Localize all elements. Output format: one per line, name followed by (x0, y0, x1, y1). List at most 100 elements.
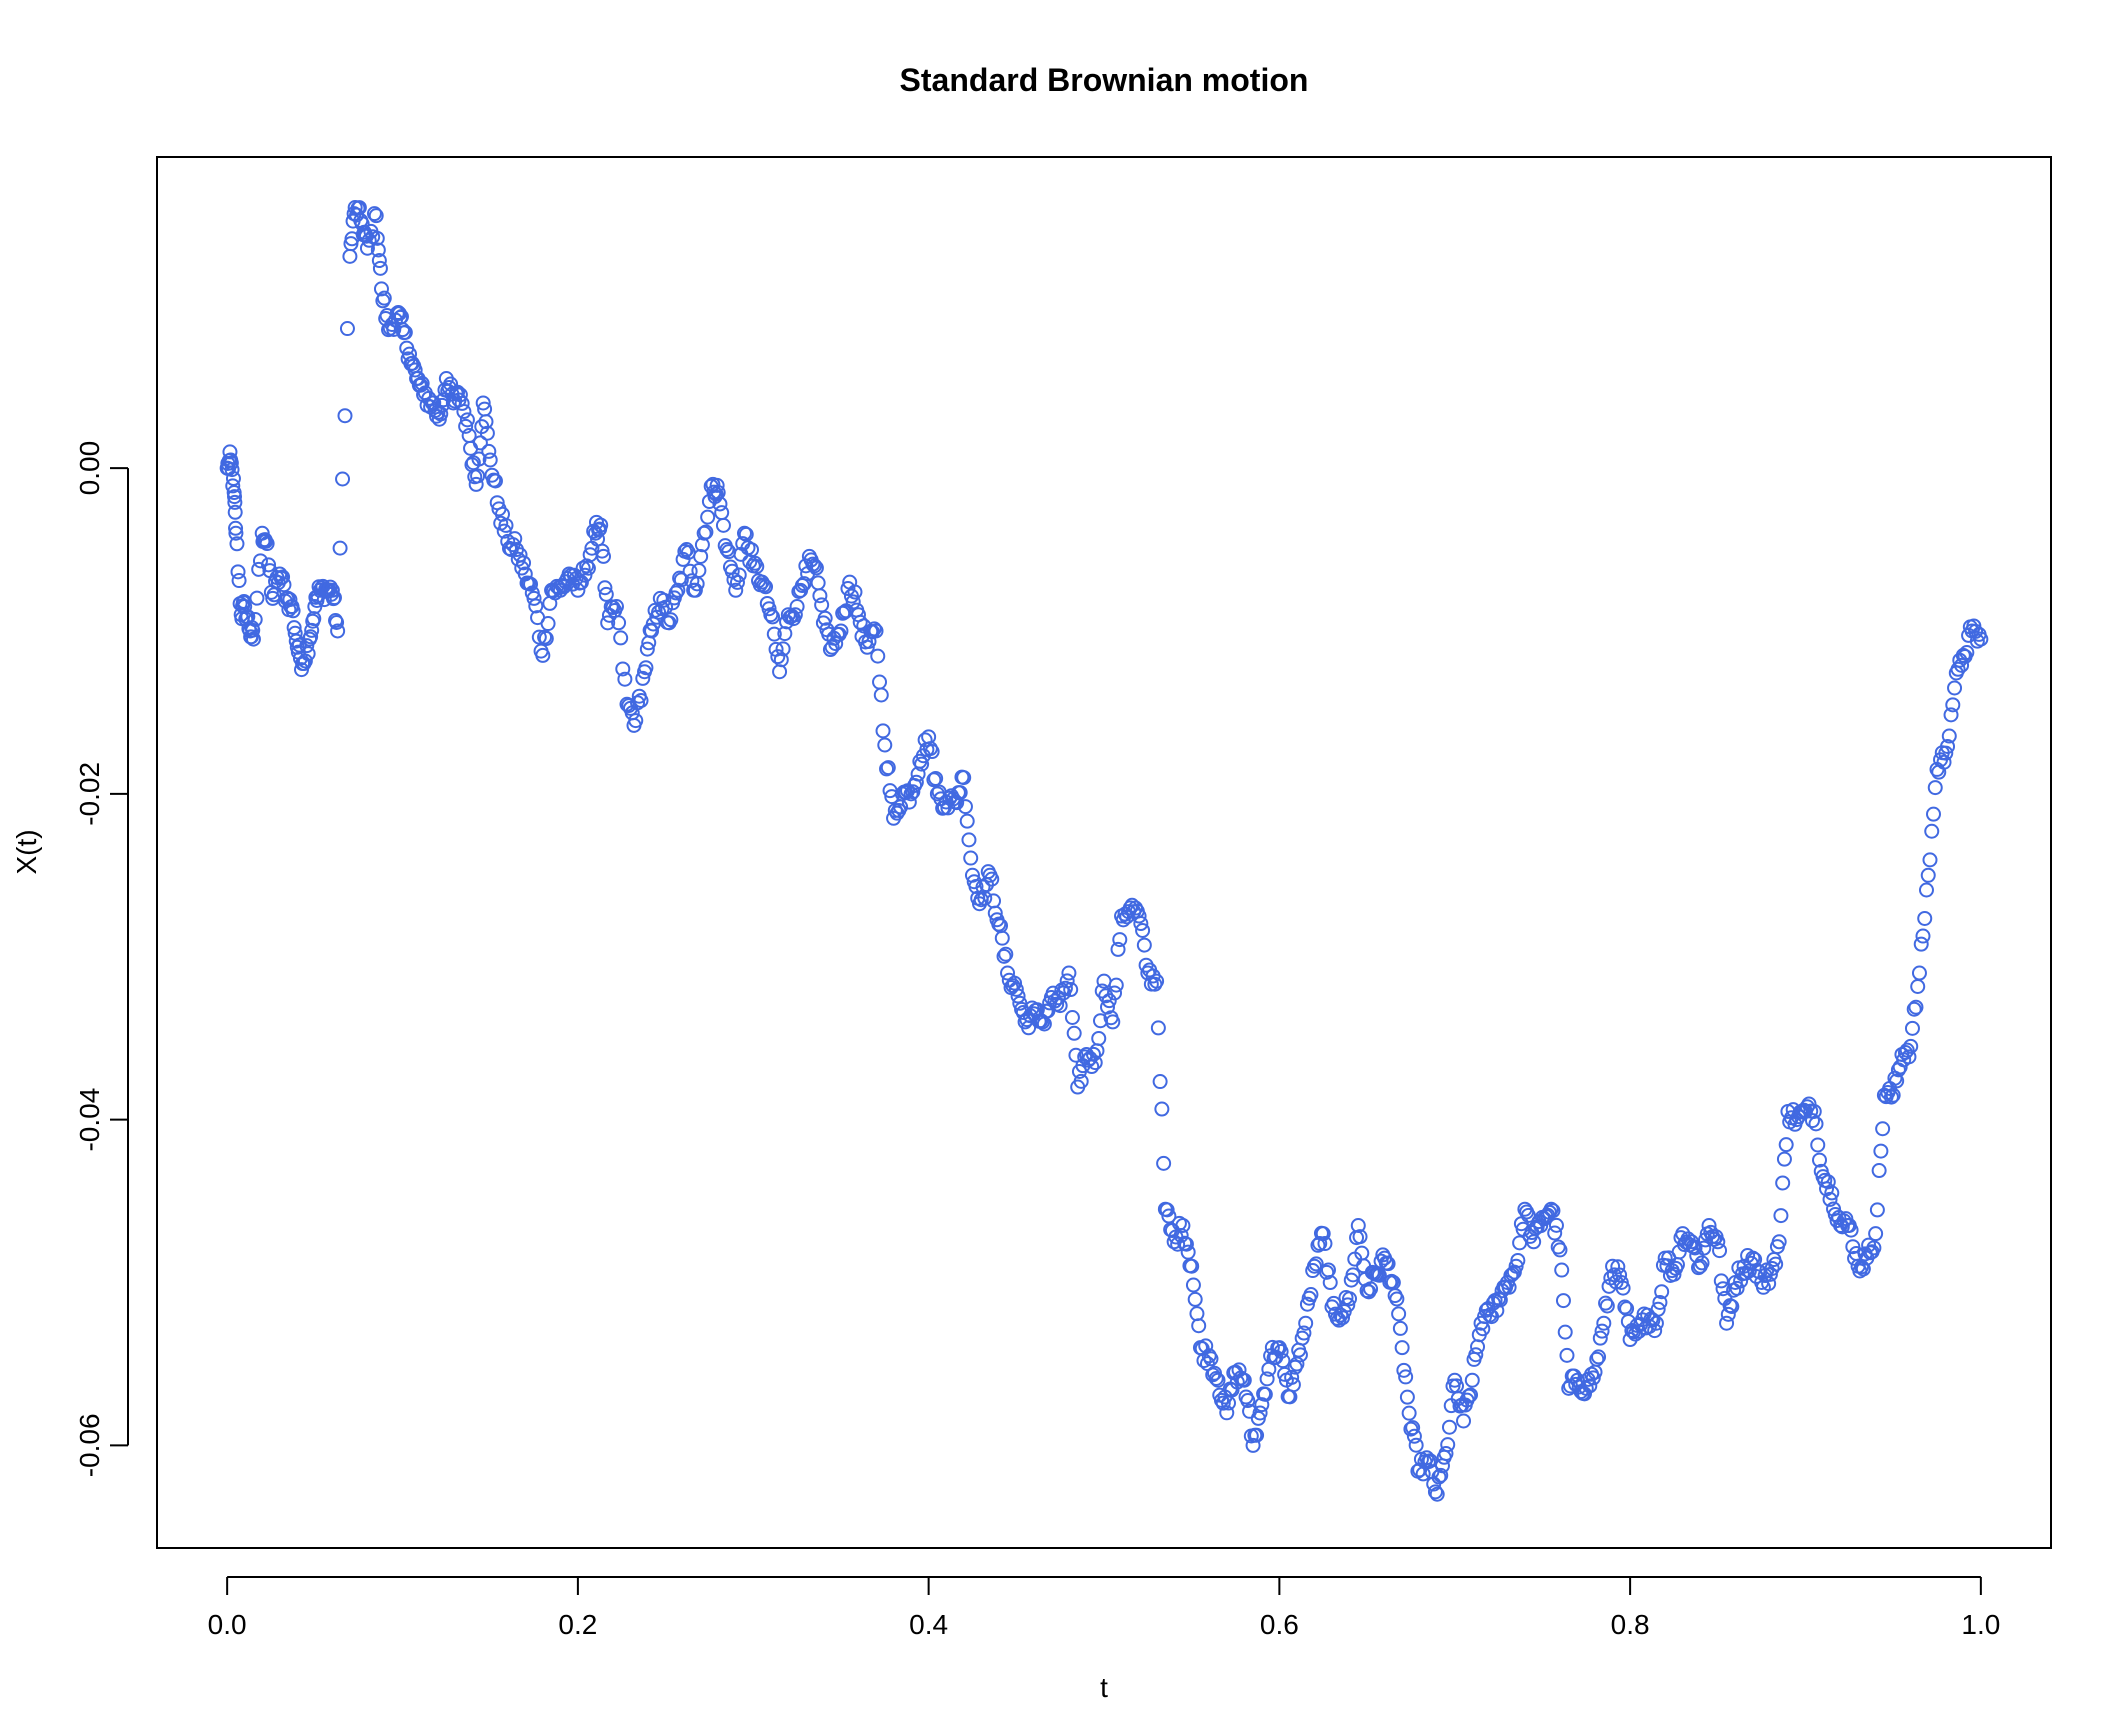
data-point (1066, 1025, 1082, 1041)
data-point (1292, 1347, 1308, 1363)
data-point (1947, 680, 1963, 696)
data-point (1617, 1299, 1633, 1315)
data-point (621, 698, 637, 714)
data-point (531, 629, 547, 645)
data-point (1901, 1049, 1917, 1065)
data-point (337, 408, 353, 424)
data-point (528, 598, 544, 614)
data-point (1210, 1372, 1226, 1388)
data-point (368, 208, 384, 224)
data-point (479, 425, 495, 441)
data-point (1315, 1226, 1331, 1242)
data-point (787, 607, 803, 623)
data-point (478, 414, 494, 430)
data-point (303, 629, 319, 645)
data-point (1926, 806, 1942, 822)
data-point (1312, 1235, 1328, 1251)
data-point (1135, 922, 1151, 938)
data-point (1208, 1371, 1224, 1387)
data-point (339, 321, 355, 337)
data-point (1405, 1420, 1421, 1436)
data-point (1296, 1325, 1312, 1341)
data-point (1100, 999, 1116, 1015)
data-point (273, 570, 289, 586)
data-point (1456, 1413, 1472, 1429)
data-point (611, 615, 627, 631)
y-tick-label: -0.04 (74, 1088, 105, 1152)
data-point (984, 871, 1000, 887)
data-point (1350, 1217, 1366, 1233)
data-point (1910, 978, 1926, 994)
data-point (498, 517, 514, 533)
data-point (1675, 1226, 1691, 1242)
data-point (1873, 1143, 1889, 1159)
data-point (475, 395, 491, 411)
data-point (1612, 1267, 1628, 1283)
x-axis-label: t (1100, 1672, 1108, 1703)
data-point (1189, 1306, 1205, 1322)
data-point (777, 626, 793, 642)
data-point (1899, 1042, 1915, 1058)
data-point (957, 799, 973, 815)
data-point (749, 558, 765, 574)
data-point (1438, 1446, 1454, 1462)
data-point (1213, 1392, 1229, 1408)
data-point (731, 567, 747, 583)
data-point (1298, 1315, 1314, 1331)
data-point (673, 572, 689, 588)
data-point (1159, 1202, 1175, 1218)
data-point (332, 540, 348, 556)
data-point (761, 601, 777, 617)
data-point (872, 674, 888, 690)
data-point (245, 631, 261, 647)
data-point (879, 761, 895, 777)
data-point (875, 723, 891, 739)
data-point (1252, 1405, 1268, 1421)
data-point (763, 607, 779, 623)
data-point (1236, 1372, 1252, 1388)
data-point (276, 577, 292, 593)
data-point (1720, 1306, 1736, 1322)
data-point (227, 489, 243, 505)
data-point (595, 548, 611, 564)
data-point (949, 795, 965, 811)
data-point (1592, 1330, 1608, 1346)
data-point (1299, 1296, 1315, 1312)
data-point (397, 324, 413, 340)
data-point (1059, 973, 1075, 989)
data-point (1715, 1281, 1731, 1297)
data-point (1149, 973, 1165, 989)
data-point (998, 946, 1014, 962)
y-axis: 0.00 -0.02 -0.04 -0.06 (74, 441, 129, 1477)
data-point (1775, 1175, 1791, 1191)
data-point (1131, 908, 1147, 924)
data-point (824, 639, 840, 655)
data-point (1650, 1301, 1666, 1317)
x-tick-label: 0.2 (558, 1609, 597, 1640)
data-point (807, 558, 823, 574)
data-point (452, 387, 468, 403)
data-point (1559, 1347, 1575, 1363)
data-point (1924, 823, 1940, 839)
data-point (329, 614, 345, 630)
data-point (1927, 780, 1943, 796)
data-point (789, 599, 805, 615)
data-point (845, 594, 861, 610)
data-point (372, 260, 388, 276)
data-point (1254, 1397, 1270, 1413)
data-point (369, 230, 385, 246)
data-point (963, 850, 979, 866)
data-point (952, 785, 968, 801)
data-point (1156, 1155, 1172, 1171)
data-point (1178, 1236, 1194, 1252)
data-point (426, 395, 442, 411)
data-point (1463, 1387, 1479, 1403)
data-point (1810, 1137, 1826, 1153)
data-point (1352, 1229, 1368, 1245)
data-point (1545, 1203, 1561, 1219)
chart-title: Standard Brownian motion (900, 62, 1309, 98)
data-point (1061, 965, 1077, 981)
data-point (1578, 1380, 1594, 1396)
data-point (1710, 1234, 1726, 1250)
